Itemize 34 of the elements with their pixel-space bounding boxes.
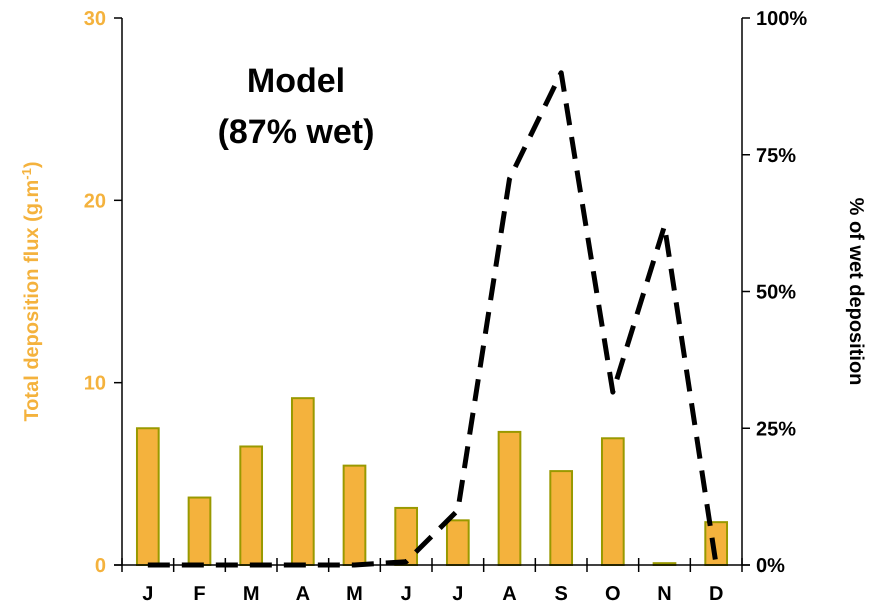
y-tick-label: 30 bbox=[84, 8, 106, 30]
x-tick-label: A bbox=[296, 583, 310, 605]
y-tick-label: 0 bbox=[94, 555, 106, 577]
y2-tick-label: 0% bbox=[756, 555, 786, 577]
bar bbox=[290, 397, 315, 566]
x-tick-label: F bbox=[193, 583, 206, 605]
bar bbox=[342, 464, 366, 566]
y2-axis-title: % of wet deposition bbox=[845, 198, 867, 386]
bar bbox=[498, 430, 522, 566]
y2-tick-label: 25% bbox=[756, 418, 796, 440]
bar bbox=[600, 437, 625, 566]
x-tick-label: M bbox=[242, 583, 260, 605]
y-tick-label: 10 bbox=[84, 372, 106, 395]
bar bbox=[446, 519, 470, 566]
bar bbox=[394, 506, 418, 566]
x-tick-label: N bbox=[657, 583, 672, 605]
text: Model bbox=[246, 62, 346, 100]
y2-tick-label: 75% bbox=[756, 144, 796, 167]
x-tick-label: J bbox=[142, 583, 154, 605]
text: (87% wet) bbox=[218, 113, 374, 151]
x-tick-label: D bbox=[708, 583, 724, 605]
x-tick-label: M bbox=[346, 583, 363, 605]
y2-tick-label: 50% bbox=[756, 282, 796, 304]
x-tick-label: O bbox=[605, 583, 621, 605]
bar bbox=[188, 496, 212, 566]
y-tick-label: 20 bbox=[84, 190, 106, 212]
x-tick-label: A bbox=[502, 583, 517, 605]
x-tick-label: J bbox=[400, 583, 412, 605]
x-tick-label: S bbox=[554, 583, 568, 605]
bar bbox=[239, 445, 264, 566]
bar bbox=[136, 427, 160, 566]
bar bbox=[549, 470, 574, 566]
y2-tick-label: 100% bbox=[756, 8, 808, 30]
x-tick-label: J bbox=[452, 583, 464, 605]
